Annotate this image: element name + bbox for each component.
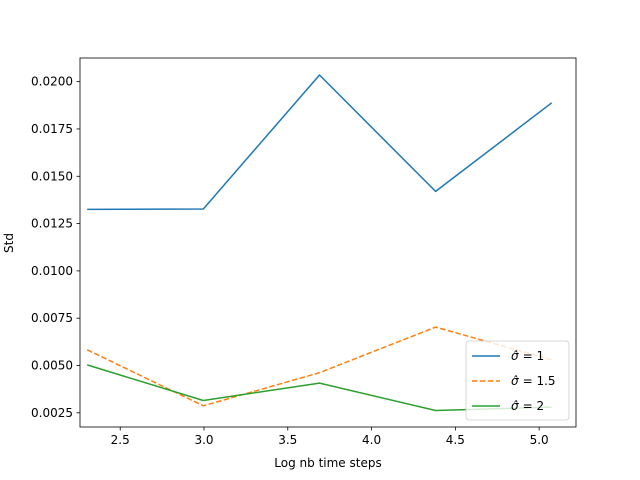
y-tick-label: 0.0150 xyxy=(31,169,73,183)
y-tick-label: 0.0125 xyxy=(31,217,73,231)
legend-symbol: σ̂ xyxy=(511,349,519,363)
y-tick-label: 0.0075 xyxy=(31,311,73,325)
y-tick-label: 0.0175 xyxy=(31,122,73,136)
x-axis-label: Log nb time steps xyxy=(274,456,381,470)
plot-frame xyxy=(79,57,577,428)
y-axis-label: Std xyxy=(2,233,16,253)
legend-entry-label: σ̂ = 2 xyxy=(511,399,544,413)
series-line-2 xyxy=(86,326,552,407)
y-tick-label: 0.0025 xyxy=(31,406,73,420)
x-tick-label: 4.0 xyxy=(362,433,381,447)
legend-value: = 2 xyxy=(523,399,545,413)
y-tick-label: 0.0050 xyxy=(31,359,73,373)
x-tick-label: 4.5 xyxy=(446,433,465,447)
legend: σ̂ = 1 σ̂ = 1.5 σ̂ = 2 xyxy=(465,340,570,421)
x-axis-ticks: 2.5 3.0 3.5 4.0 4.5 5.0 xyxy=(111,427,549,447)
y-tick-label: 0.0200 xyxy=(31,75,73,89)
x-tick-label: 3.5 xyxy=(278,433,297,447)
legend-symbol: σ̂ xyxy=(511,374,519,388)
x-tick-label: 2.5 xyxy=(111,433,130,447)
series-line-1 xyxy=(87,74,553,211)
x-tick-label: 3.0 xyxy=(194,433,213,447)
legend-value: = 1.5 xyxy=(523,374,556,388)
legend-symbol: σ̂ xyxy=(511,399,519,413)
legend-entry-label: σ̂ = 1.5 xyxy=(511,374,556,388)
legend-value: = 1 xyxy=(523,349,545,363)
y-axis-ticks: 0.0025 0.0050 0.0075 0.0100 0.0125 0.0150 0.01… xyxy=(31,75,80,420)
x-tick-label: 5.0 xyxy=(530,433,549,447)
y-tick-label: 0.0100 xyxy=(31,264,73,278)
legend-box xyxy=(465,340,570,421)
legend-entry-label: σ̂ = 1 xyxy=(511,349,544,363)
